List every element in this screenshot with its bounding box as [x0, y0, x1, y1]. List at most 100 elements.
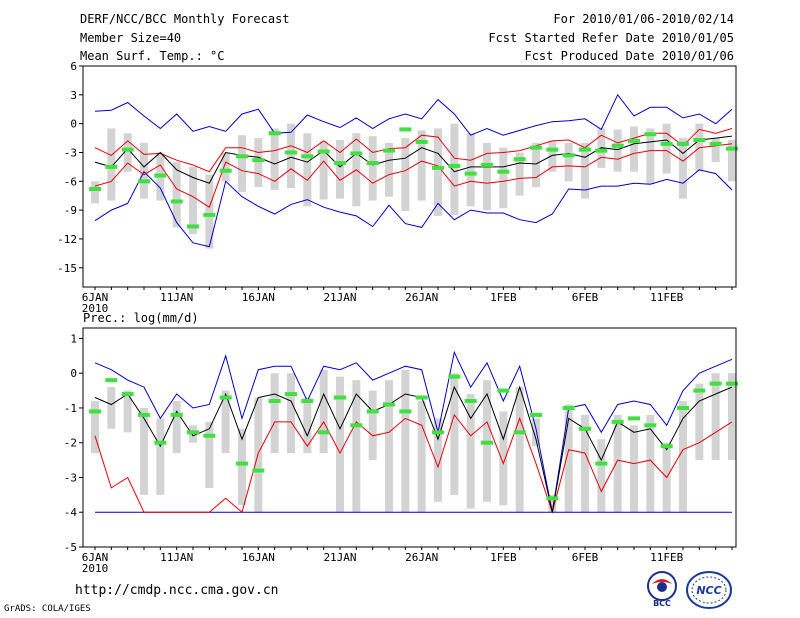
- median-prec-2/14: [726, 381, 738, 386]
- median-prec-1/10: [154, 440, 167, 445]
- box-temp-1/31: [499, 147, 508, 209]
- line-temp-mean: [94, 135, 733, 184]
- box-temp-1/27: [434, 128, 442, 216]
- box-temp-1/24: [385, 142, 393, 197]
- box-temp-1/9: [140, 142, 148, 199]
- ncc-logo: NCC: [685, 570, 733, 610]
- grads-credit: GrADS: COLA/IGES: [4, 604, 91, 614]
- median-temp-2/10: [660, 141, 673, 146]
- xtick-year-prec: 2010: [82, 562, 109, 575]
- xtick-label-prec-7: 11FEB: [650, 551, 683, 564]
- median-prec-2/1: [513, 430, 526, 435]
- box-temp-2/11: [679, 138, 687, 199]
- box-temp-1/30: [483, 142, 491, 211]
- median-prec-2/6: [595, 461, 608, 466]
- median-prec-1/19: [301, 399, 314, 403]
- median-prec-2/8: [628, 416, 640, 421]
- median-temp-2/9: [644, 132, 657, 137]
- box-prec-1/28: [450, 373, 459, 495]
- header-variable: Mean Surf. Temp.: °C: [80, 49, 225, 63]
- xtick-year-temp: 2010: [82, 302, 109, 315]
- median-prec-1/31: [497, 388, 510, 393]
- box-temp-1/8: [123, 133, 132, 172]
- box-prec-1/14: [221, 390, 230, 454]
- box-temp-1/11: [172, 162, 181, 228]
- ytick-label-temp--15: -15: [57, 262, 77, 275]
- median-temp-1/8: [121, 147, 134, 152]
- median-temp-2/8: [628, 138, 640, 143]
- header-produced-date: Fcst Produced Date 2010/01/06: [524, 49, 734, 63]
- median-prec-1/26: [415, 395, 428, 400]
- box-temp-1/21: [336, 139, 344, 199]
- box-temp-1/23: [368, 136, 377, 201]
- xtick-label-prec-0: 6JAN: [82, 551, 109, 564]
- xtick-label-temp-7: 11FEB: [650, 291, 683, 304]
- xtick-label-temp-6: 6FEB: [572, 291, 599, 304]
- median-temp-1/18: [285, 150, 297, 155]
- box-temp-1/16: [254, 138, 263, 188]
- median-temp-1/31: [497, 169, 510, 174]
- box-temp-2/7: [613, 129, 622, 172]
- box-temp-2/2: [532, 142, 540, 188]
- box-prec-1/22: [352, 380, 361, 513]
- plot-frame-temp: [82, 65, 737, 288]
- xtick-label-prec-2: 16JAN: [242, 551, 275, 564]
- median-temp-1/24: [383, 148, 395, 153]
- box-prec-1/26: [417, 401, 426, 513]
- xtick-label-prec-6: 6FEB: [572, 551, 599, 564]
- median-temp-2/13: [709, 141, 722, 146]
- box-prec-1/8: [123, 390, 132, 433]
- line-prec-mean: [94, 385, 733, 513]
- median-prec-1/16: [252, 468, 265, 473]
- median-temp-1/10: [154, 173, 167, 178]
- line-temp-upper: [94, 128, 733, 173]
- median-prec-1/11: [170, 412, 183, 417]
- median-temp-1/30: [481, 162, 493, 167]
- source-url[interactable]: http://cmdp.ncc.cma.gov.cn: [75, 583, 279, 598]
- ytick-label-temp--12: -12: [57, 233, 77, 246]
- box-temp-1/17: [270, 128, 279, 190]
- median-prec-1/27: [432, 430, 444, 435]
- box-prec-1/31: [499, 411, 508, 506]
- box-temp-2/9: [646, 128, 655, 185]
- ytick-label-prec-1: 1: [70, 332, 77, 345]
- chart-title-prec: Prec.: log(mm/d): [83, 311, 199, 325]
- median-temp-1/7: [105, 164, 118, 169]
- box-prec-2/11: [679, 401, 687, 513]
- ytick-label-temp--3: -3: [64, 146, 77, 159]
- box-prec-1/25: [401, 369, 410, 513]
- median-prec-1/23: [366, 409, 379, 414]
- plot-frame-prec: [82, 327, 737, 548]
- box-prec-1/16: [254, 397, 263, 513]
- median-temp-2/7: [611, 143, 624, 148]
- header-period: For 2010/01/06-2010/02/14: [553, 12, 734, 26]
- median-temp-1/29: [464, 171, 477, 176]
- ytick-label-prec--2: -2: [64, 437, 77, 450]
- box-temp-1/26: [417, 130, 426, 201]
- line-temp-lower: [94, 143, 733, 208]
- box-prec-2/13: [711, 373, 720, 461]
- median-temp-2/4: [562, 153, 575, 158]
- header-started-date: Fcst Started Refer Date 2010/01/05: [488, 31, 734, 45]
- median-prec-2/12: [693, 388, 706, 393]
- box-prec-2/2: [532, 418, 540, 447]
- bcc-logo-text: BCC: [653, 599, 671, 608]
- box-prec-1/10: [156, 418, 165, 495]
- median-temp-2/3: [546, 147, 559, 152]
- line-temp-max: [94, 93, 733, 136]
- ytick-label-temp--9: -9: [64, 204, 77, 217]
- box-temp-1/18: [287, 123, 295, 189]
- box-prec-1/7: [107, 387, 116, 429]
- box-temp-1/19: [303, 133, 312, 207]
- median-prec-1/24: [383, 402, 395, 407]
- box-prec-2/1: [515, 387, 524, 513]
- median-prec-2/2: [530, 412, 542, 417]
- median-prec-2/9: [644, 423, 657, 428]
- median-temp-1/6: [89, 186, 101, 191]
- box-prec-2/8: [630, 425, 638, 513]
- median-temp-1/13: [203, 212, 216, 217]
- header-member-size: Member Size=40: [80, 31, 182, 45]
- median-prec-2/7: [611, 419, 624, 424]
- line-prec-lower: [94, 413, 733, 514]
